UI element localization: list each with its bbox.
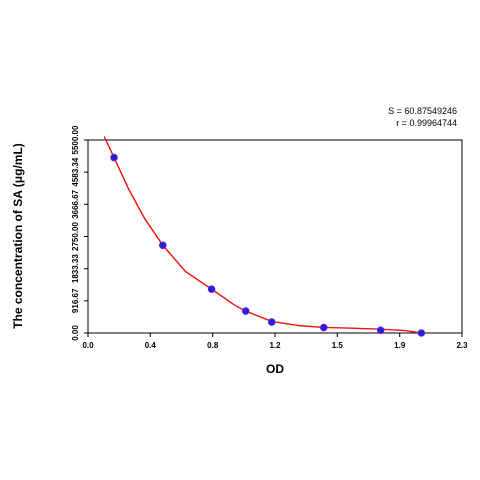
x-tick-label: 0.8 — [207, 341, 219, 350]
y-tick-label: 5500.00 — [71, 125, 80, 154]
data-point — [267, 318, 276, 326]
x-tick-label: 0.4 — [145, 341, 157, 350]
x-axis: 0.0 0.4 0.8 1.2 1.5 1.9 2.3 — [82, 333, 468, 350]
stat-s-value: S = 60.87549246 — [388, 106, 457, 116]
data-point — [207, 285, 216, 293]
x-tick-label: 1.5 — [332, 341, 344, 350]
x-tick-label: 0.0 — [82, 341, 94, 350]
y-tick-label: 4583.34 — [71, 157, 80, 186]
x-tick-label: 1.2 — [269, 341, 281, 350]
stat-r-value: r = 0.99964744 — [396, 118, 457, 128]
x-tick-label: 2.3 — [456, 341, 468, 350]
x-axis-title: OD — [266, 362, 284, 376]
y-tick-label: 916.67 — [71, 288, 80, 313]
y-tick-label: 0.00 — [71, 325, 80, 341]
data-point — [110, 153, 118, 162]
y-axis-title: The concentration of SA (μg/mL) — [11, 143, 25, 329]
x-tick-label: 1.9 — [394, 341, 406, 350]
y-axis: 0.00 916.67 1833.33 2750.00 3666.67 4583.34 55… — [71, 125, 88, 341]
y-tick-label: 1833.33 — [71, 254, 80, 283]
data-points — [110, 153, 426, 337]
plot-frame — [87, 139, 463, 334]
data-point — [241, 307, 250, 315]
data-point — [376, 326, 385, 335]
data-point — [319, 323, 328, 332]
data-point — [159, 241, 167, 250]
y-tick-label: 2750.00 — [71, 221, 80, 250]
fit-curve — [103, 136, 422, 334]
y-tick-label: 3666.67 — [71, 189, 80, 218]
data-point — [417, 329, 426, 337]
